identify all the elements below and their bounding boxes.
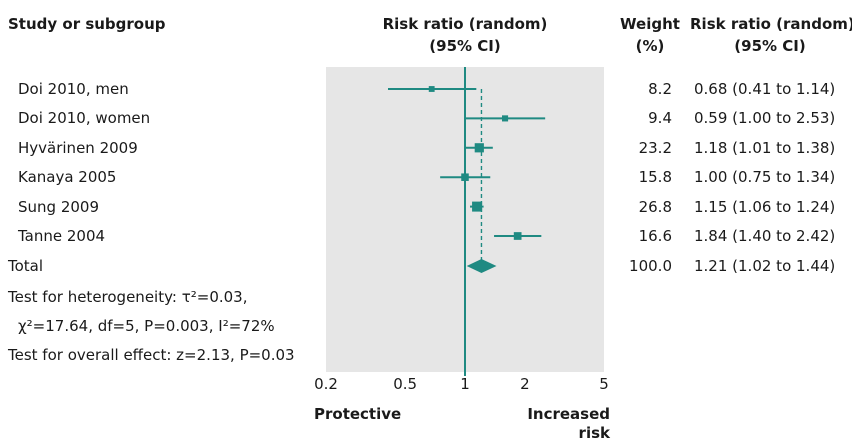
x-tick-label: 2	[520, 375, 530, 393]
plot-column-header-line1: Risk ratio (random)	[382, 15, 548, 33]
study-name: Tanne 2004	[18, 227, 106, 245]
x-tick-label: 0.2	[314, 375, 338, 393]
weight-column-header-line1: Weight	[620, 15, 680, 33]
study-name: Kanaya 2005	[18, 168, 117, 187]
point-estimate-marker	[428, 86, 435, 92]
study-name: Doi 2010, women	[18, 109, 151, 128]
study-name: Doi 2010, men	[18, 80, 129, 98]
total-label: Total	[8, 257, 44, 275]
study-weight: 26.8	[638, 197, 672, 216]
study-name: Sung 2009	[18, 197, 99, 216]
x-tick-label: 0.5	[393, 375, 417, 393]
weight-column-header-line2: (%)	[635, 37, 665, 55]
study-name: Hyvärinen 2009	[18, 138, 138, 157]
x-tick-label: 5	[599, 375, 609, 393]
point-estimate-marker	[513, 232, 522, 240]
study-weight: 15.8	[638, 168, 672, 187]
study-ci-text: 0.68 (0.41 to 1.14)	[694, 80, 836, 98]
ci-column-header-line1: Risk ratio (random)	[690, 15, 852, 33]
study-weight: 9.4	[648, 109, 672, 128]
pooled-diamond	[466, 259, 497, 273]
study-weight: 16.6	[638, 227, 672, 245]
study-column-header: Study or subgroup	[8, 15, 166, 33]
point-estimate-marker	[472, 201, 483, 212]
total-ci-text: 1.21 (1.02 to 1.44)	[694, 257, 836, 275]
study-ci-text: 1.18 (1.01 to 1.38)	[694, 138, 836, 157]
ci-column-header-line2: (95% CI)	[734, 37, 806, 55]
study-ci-text: 1.00 (0.75 to 1.34)	[694, 168, 836, 187]
heterogeneity-line2: χ²=17.64, df=5, P=0.003, I²=72%	[18, 317, 275, 335]
increased-risk-label-line2: risk	[578, 424, 610, 442]
study-ci-text: 1.15 (1.06 to 1.24)	[694, 197, 836, 216]
point-estimate-marker	[501, 115, 509, 122]
overall-effect-text: Test for overall effect: z=2.13, P=0.03	[8, 346, 295, 364]
protective-label: Protective	[314, 405, 402, 423]
increased-risk-label-line1: Increased	[527, 405, 610, 423]
point-estimate-marker	[474, 143, 484, 153]
study-ci-text: 1.84 (1.40 to 2.42)	[694, 227, 836, 245]
study-weight: 23.2	[638, 138, 672, 157]
total-weight: 100.0	[629, 257, 672, 275]
point-estimate-marker	[461, 173, 469, 181]
plot-column-header-line2: (95% CI)	[429, 37, 501, 55]
heterogeneity-line1: Test for heterogeneity: τ²=0.03,	[8, 288, 248, 306]
study-weight: 8.2	[648, 80, 672, 98]
study-ci-text: 0.59 (1.00 to 2.53)	[694, 109, 836, 128]
x-tick-label: 1	[460, 375, 470, 393]
